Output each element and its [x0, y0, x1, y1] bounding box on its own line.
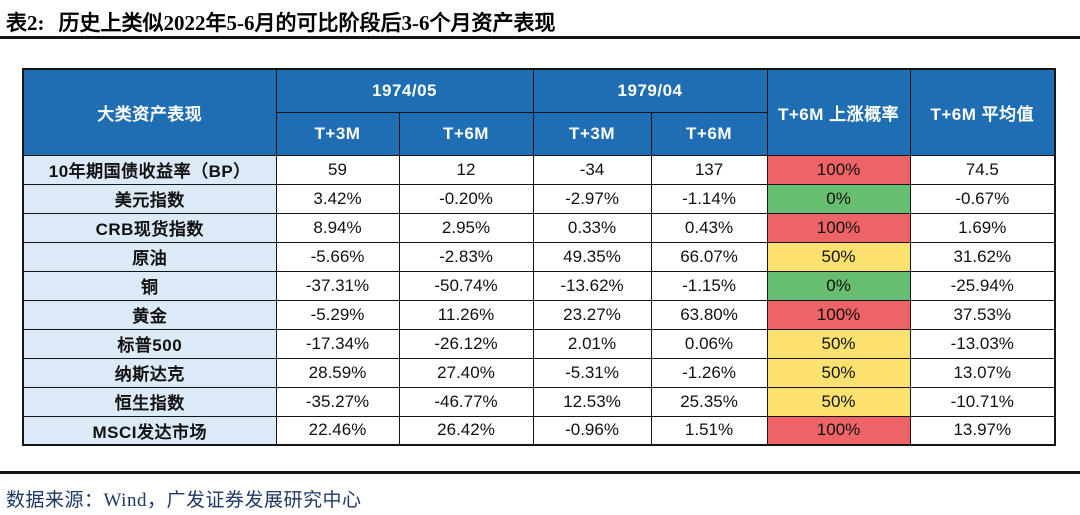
value-cell: 2.01%: [532, 328, 652, 359]
col-header-t6m-average: T+6M 平均值: [909, 68, 1056, 156]
asset-label: 标普500: [22, 328, 277, 359]
probability-cell: 0%: [766, 270, 911, 301]
header-row-periods: T+3M T+6M T+3M T+6M: [23, 111, 1055, 156]
value-cell: 0.06%: [650, 328, 768, 359]
value-cell: -34: [532, 154, 652, 185]
value-cell: 1.51%: [650, 415, 768, 446]
data-source: 数据来源：Wind，广发证券发展研究中心: [6, 490, 362, 511]
col-header-1974-t3m: T+3M: [275, 111, 400, 156]
average-cell: -10.71%: [909, 386, 1056, 417]
asset-label: MSCI发达市场: [22, 415, 277, 446]
value-cell: 11.26%: [398, 299, 534, 330]
value-cell: 3.42%: [275, 183, 400, 214]
value-cell: -2.83%: [398, 241, 534, 272]
asset-label: 10年期国债收益率（BP）: [22, 154, 277, 185]
value-cell: 22.46%: [275, 415, 400, 446]
value-cell: 63.80%: [650, 299, 768, 330]
col-header-1979-t3m: T+3M: [532, 111, 652, 156]
probability-cell: 50%: [766, 357, 911, 388]
col-group-1974-05: 1974/05: [275, 68, 534, 113]
value-cell: 8.94%: [275, 212, 400, 243]
table-row: 原油 -5.66% -2.83% 49.35% 66.07% 50% 31.62…: [22, 241, 1056, 272]
table-row: 标普500 -17.34% -26.12% 2.01% 0.06% 50% -1…: [22, 328, 1056, 359]
average-cell: -25.94%: [909, 270, 1056, 301]
asset-label: 恒生指数: [22, 386, 277, 417]
average-cell: 13.07%: [909, 357, 1056, 388]
value-cell: 66.07%: [650, 241, 768, 272]
table-row: MSCI发达市场 22.46% 26.42% -0.96% 1.51% 100%…: [22, 415, 1056, 446]
average-cell: 37.53%: [909, 299, 1056, 330]
table-row: 黄金 -5.29% 11.26% 23.27% 63.80% 100% 37.5…: [22, 299, 1056, 330]
value-cell: -0.96%: [532, 415, 652, 446]
col-header-asset-class: 大类资产表现: [22, 68, 277, 156]
asset-label: 黄金: [22, 299, 277, 330]
probability-cell: 50%: [766, 386, 911, 417]
col-header-1979-t6m: T+6M: [650, 111, 768, 156]
value-cell: -5.29%: [275, 299, 400, 330]
asset-label: 铜: [22, 270, 277, 301]
probability-cell: 100%: [766, 415, 911, 446]
probability-cell: 50%: [766, 241, 911, 272]
footer-divider: [0, 471, 1080, 474]
value-cell: -5.31%: [532, 357, 652, 388]
average-cell: 1.69%: [909, 212, 1056, 243]
value-cell: -35.27%: [275, 386, 400, 417]
value-cell: -13.62%: [532, 270, 652, 301]
asset-label: 原油: [22, 241, 277, 272]
average-cell: 74.5: [909, 154, 1056, 185]
value-cell: 23.27%: [532, 299, 652, 330]
value-cell: -17.34%: [275, 328, 400, 359]
value-cell: 25.35%: [650, 386, 768, 417]
value-cell: 0.33%: [532, 212, 652, 243]
table-row: 10年期国债收益率（BP） 59 12 -34 137 100% 74.5: [22, 154, 1056, 185]
asset-label: CRB现货指数: [22, 212, 277, 243]
probability-cell: 100%: [766, 212, 911, 243]
probability-cell: 50%: [766, 328, 911, 359]
asset-label: 美元指数: [22, 183, 277, 214]
value-cell: 12.53%: [532, 386, 652, 417]
value-cell: 59: [275, 154, 400, 185]
table-row: 美元指数 3.42% -0.20% -2.97% -1.14% 0% -0.67…: [22, 183, 1056, 214]
asset-performance-table: 大类资产表现 1974/05 1979/04 T+6M 上涨概率 T+6M 平均…: [22, 68, 1057, 446]
average-cell: 13.97%: [909, 415, 1056, 446]
value-cell: -2.97%: [532, 183, 652, 214]
average-cell: -0.67%: [909, 183, 1056, 214]
probability-cell: 0%: [766, 183, 911, 214]
value-cell: -1.26%: [650, 357, 768, 388]
value-cell: -46.77%: [398, 386, 534, 417]
value-cell: -26.12%: [398, 328, 534, 359]
value-cell: -1.15%: [650, 270, 768, 301]
table-caption: 表2: 历史上类似2022年5-6月的可比阶段后3-6个月资产表现: [0, 0, 1080, 36]
average-cell: -13.03%: [909, 328, 1056, 359]
value-cell: 0.43%: [650, 212, 768, 243]
value-cell: 26.42%: [398, 415, 534, 446]
table-row: CRB现货指数 8.94% 2.95% 0.33% 0.43% 100% 1.6…: [22, 212, 1056, 243]
value-cell: -5.66%: [275, 241, 400, 272]
col-header-t6m-win-probability: T+6M 上涨概率: [766, 68, 911, 156]
value-cell: -50.74%: [398, 270, 534, 301]
value-cell: -37.31%: [275, 270, 400, 301]
value-cell: 28.59%: [275, 357, 400, 388]
col-header-1974-t6m: T+6M: [398, 111, 534, 156]
table-row: 纳斯达克 28.59% 27.40% -5.31% -1.26% 50% 13.…: [22, 357, 1056, 388]
col-group-1979-04: 1979/04: [532, 68, 768, 113]
title-divider: [0, 36, 1080, 39]
header-row-groups: 大类资产表现 1974/05 1979/04 T+6M 上涨概率 T+6M 平均…: [22, 68, 1056, 156]
value-cell: -1.14%: [650, 183, 768, 214]
value-cell: 12: [398, 154, 534, 185]
average-cell: 31.62%: [909, 241, 1056, 272]
table-row: 恒生指数 -35.27% -46.77% 12.53% 25.35% 50% -…: [22, 386, 1056, 417]
probability-cell: 100%: [766, 299, 911, 330]
table-caption-text: 历史上类似2022年5-6月的可比阶段后3-6个月资产表现: [58, 11, 556, 35]
value-cell: 27.40%: [398, 357, 534, 388]
table-caption-number: 表2:: [6, 11, 45, 35]
asset-label: 纳斯达克: [22, 357, 277, 388]
value-cell: 49.35%: [532, 241, 652, 272]
value-cell: 137: [650, 154, 768, 185]
table-row: 铜 -37.31% -50.74% -13.62% -1.15% 0% -25.…: [22, 270, 1056, 301]
value-cell: 2.95%: [398, 212, 534, 243]
value-cell: -0.20%: [398, 183, 534, 214]
probability-cell: 100%: [766, 154, 911, 185]
